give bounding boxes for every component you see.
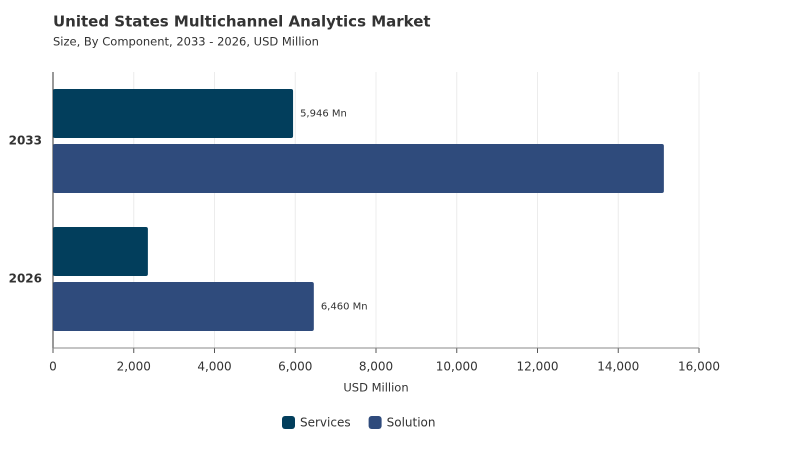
x-tick-label: 10,000	[436, 360, 478, 374]
x-tick-label: 6,000	[278, 360, 312, 374]
legend-label: Services	[300, 416, 351, 430]
chart-title: United States Multichannel Analytics Mar…	[53, 13, 431, 31]
y-tick-label: 2033	[9, 134, 42, 148]
bar	[53, 144, 664, 193]
x-tick-label: 8,000	[359, 360, 393, 374]
x-tick-label: 0	[49, 360, 57, 374]
legend-label: Solution	[387, 416, 436, 430]
x-tick-label: 2,000	[117, 360, 151, 374]
x-tick-label: 12,000	[517, 360, 559, 374]
value-label: 5,946 Mn	[300, 109, 347, 120]
x-tick-label: 14,000	[597, 360, 639, 374]
y-tick-label: 2026	[9, 272, 42, 286]
bar	[53, 282, 314, 331]
x-tick-label: 4,000	[197, 360, 231, 374]
x-axis-label: USD Million	[343, 381, 408, 395]
chart-subtitle: Size, By Component, 2033 - 2026, USD Mil…	[53, 35, 319, 49]
x-tick-label: 16,000	[678, 360, 720, 374]
value-label: 6,460 Mn	[321, 302, 368, 313]
bar	[53, 227, 148, 276]
legend-swatch	[282, 416, 295, 429]
legend-swatch	[368, 416, 382, 429]
bar	[53, 89, 294, 138]
